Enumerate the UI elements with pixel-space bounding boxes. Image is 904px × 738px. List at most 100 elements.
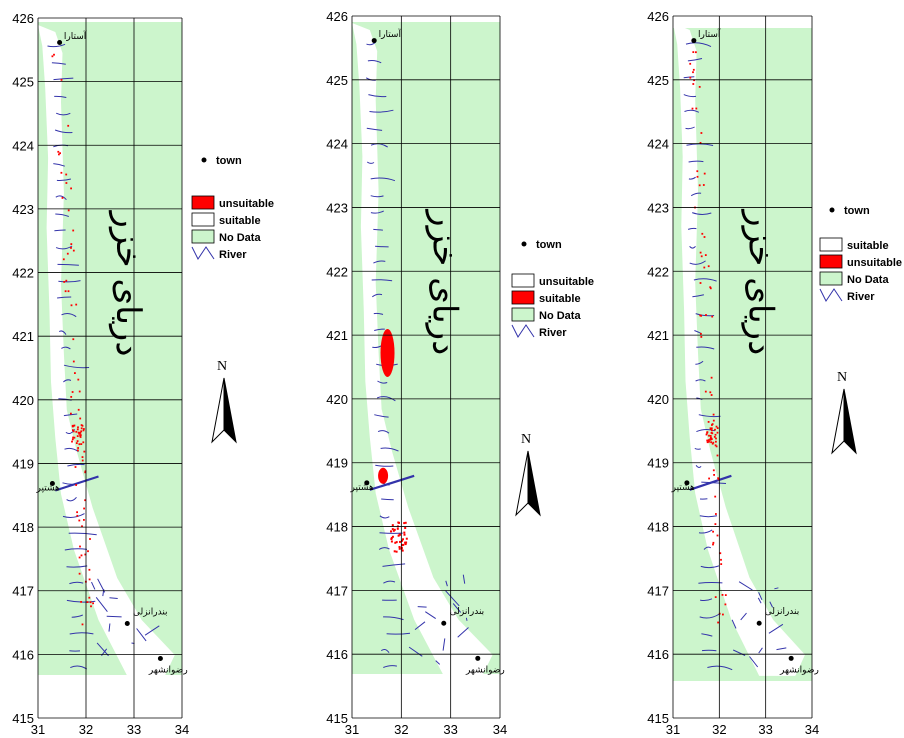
river-line: [136, 628, 147, 642]
north-arrow: N: [515, 432, 541, 517]
y-tick-label: 425: [326, 73, 348, 88]
sea-label: دریای خزر: [740, 208, 780, 355]
river-line: [695, 313, 715, 317]
highlight-cell: [706, 431, 708, 434]
river-line: [699, 598, 713, 602]
y-tick-label: 421: [647, 328, 669, 343]
highlight-cell: [58, 153, 60, 156]
highlight-cell: [394, 541, 397, 544]
highlight-cell: [700, 336, 703, 338]
river-line: [373, 312, 384, 315]
highlight-cell: [715, 513, 717, 515]
y-tick-label: 424: [647, 137, 669, 152]
legend-town-symbol: [201, 157, 207, 163]
highlight-cell: [720, 563, 723, 565]
river-line: [71, 614, 83, 618]
legend-river-symbol: [191, 246, 215, 260]
highlight-cell: [390, 530, 392, 533]
river-line: [685, 42, 712, 48]
town-marker: [371, 38, 377, 44]
river-line: [699, 515, 718, 518]
highlight-cell: [76, 428, 79, 431]
highlight-cell: [700, 255, 703, 258]
town-marker: [49, 481, 55, 486]
river-line: [54, 95, 67, 98]
legend-swatch: [191, 229, 215, 244]
town-marker: [441, 620, 447, 626]
river-line: [417, 606, 427, 608]
study-area-strip: [38, 25, 175, 676]
river-line: [383, 616, 404, 621]
highlight-cell: [711, 424, 713, 426]
x-tick-label: 31: [666, 722, 680, 737]
sea-label: دریای خزر: [108, 209, 148, 356]
legend-entry-label: unsuitable: [847, 257, 902, 269]
highlight-cell: [77, 449, 79, 452]
highlight-cell: [73, 436, 76, 439]
town-marker: [475, 655, 481, 661]
highlight-cell: [79, 434, 82, 436]
river-line: [689, 260, 706, 265]
highlight-cell: [72, 430, 75, 433]
highlight-cell: [70, 412, 72, 415]
highlight-cell: [722, 613, 724, 616]
river-line: [373, 260, 386, 264]
highlight-cell: [714, 444, 717, 447]
river-line: [414, 621, 426, 630]
highlight-cluster: [378, 467, 389, 484]
y-tick-label: 421: [12, 329, 34, 344]
highlight-cell: [84, 471, 87, 474]
river-line: [408, 646, 423, 657]
highlight-cell: [700, 132, 703, 134]
legend-entry-label: No Data: [219, 232, 261, 244]
sea-label: دریای خزر: [424, 208, 464, 355]
highlight-cell: [402, 538, 404, 541]
highlight-cell: [83, 507, 85, 510]
highlight-cell: [709, 286, 712, 289]
highlight-cell: [81, 459, 84, 462]
highlight-cells: [689, 51, 727, 624]
highlight-cell: [716, 431, 719, 434]
highlight-cell: [77, 431, 80, 434]
map-legend: town unsuitable suitable No Data River: [511, 239, 594, 339]
highlight-cell: [72, 429, 74, 431]
river-line: [695, 379, 706, 382]
highlight-cell: [79, 436, 82, 438]
y-tick-label: 419: [326, 456, 348, 471]
map-legend: town unsuitable suitable No Data River: [191, 155, 274, 261]
highlight-cell: [703, 266, 706, 269]
highlight-cell: [90, 605, 92, 608]
highlight-cell: [692, 83, 695, 85]
river-line: [701, 633, 713, 637]
river-line: [380, 447, 399, 452]
highlight-cell: [70, 247, 72, 249]
legend-swatch: [511, 290, 535, 305]
y-tick-label: 416: [647, 647, 669, 662]
x-tick-label: 31: [345, 722, 359, 737]
river-line: [768, 623, 784, 634]
highlight-cell: [88, 568, 91, 571]
river-line: [63, 364, 90, 369]
highlight-cell: [405, 541, 408, 544]
y-tick-label: 418: [326, 520, 348, 535]
highlight-cell: [716, 427, 719, 429]
river-line: [698, 529, 713, 534]
river-line: [144, 625, 160, 636]
highlight-cell: [78, 519, 81, 522]
river-line: [698, 581, 723, 584]
highlight-cell: [397, 534, 400, 537]
highlight-cell: [72, 360, 75, 363]
river-line: [457, 627, 469, 638]
highlight-cell: [70, 187, 72, 190]
legend-entry-label: River: [539, 327, 567, 339]
highlight-cell: [393, 550, 396, 553]
highlight-cell: [76, 440, 79, 442]
river-line: [732, 649, 746, 656]
river-line: [57, 263, 79, 266]
highlight-cell: [707, 421, 710, 423]
river-line: [452, 603, 462, 613]
highlight-cell: [74, 372, 76, 374]
north-arrow-right: [223, 377, 237, 444]
